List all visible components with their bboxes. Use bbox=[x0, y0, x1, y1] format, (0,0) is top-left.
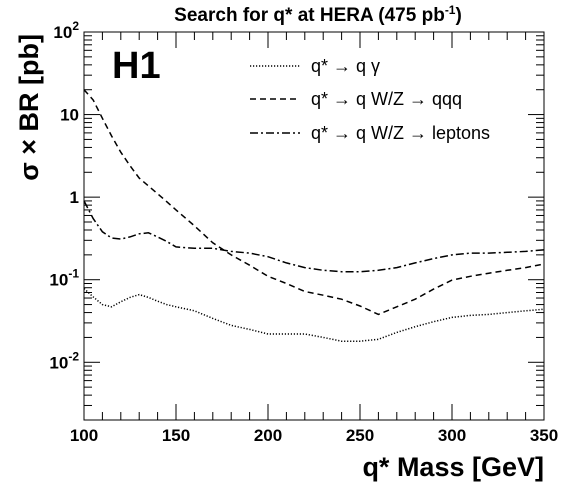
legend: q* → q γ q* → q W/Z → qqq q* → q W/Z → lep… bbox=[250, 56, 490, 143]
x-tick-label: 200 bbox=[254, 426, 282, 445]
h1-badge: H1 bbox=[112, 45, 161, 87]
x-axis: 100 150 200 250 300 350 bbox=[70, 32, 558, 445]
series-line-2 bbox=[83, 89, 545, 316]
y-tick-label-base: 10 bbox=[49, 271, 68, 290]
legend-entry-label: q* → q W/Z → leptons bbox=[311, 123, 490, 143]
y-tick-label-exponent: 2 bbox=[72, 19, 79, 33]
chart-title-tail: ) bbox=[455, 5, 461, 26]
y-tick-label: 1 bbox=[70, 188, 79, 207]
legend-entry-label: q* → q γ bbox=[311, 56, 380, 76]
x-axis-label: q* Mass [GeV] bbox=[362, 452, 544, 482]
x-tick-label: 150 bbox=[162, 426, 190, 445]
chart-title-superscript: -1 bbox=[445, 3, 456, 17]
chart-title-main: Search for q* at HERA (475 pb bbox=[174, 5, 445, 26]
x-tick-label: 250 bbox=[346, 426, 374, 445]
y-tick-label-base: 10 bbox=[49, 353, 68, 372]
y-tick-label-exponent: -2 bbox=[68, 349, 79, 363]
series-line-3 bbox=[83, 200, 545, 273]
y-tick-label: 10-2 bbox=[49, 349, 79, 372]
y-tick-label-base: 10 bbox=[60, 106, 79, 125]
y-tick-label-exponent: -1 bbox=[68, 267, 79, 281]
x-tick-label: 100 bbox=[70, 426, 98, 445]
x-tick-label: 350 bbox=[530, 426, 558, 445]
y-tick-label: 10-1 bbox=[49, 267, 79, 290]
chart-title: Search for q* at HERA (475 pb-1) bbox=[174, 3, 462, 26]
legend-entry-label: q* → q W/Z → qqq bbox=[311, 89, 462, 109]
y-tick-label: 102 bbox=[53, 19, 79, 42]
y-tick-label-base: 10 bbox=[53, 23, 72, 42]
y-axis-label: σ × BR [pb] bbox=[14, 34, 44, 181]
series-layer bbox=[83, 89, 545, 342]
y-tick-label-base: 1 bbox=[70, 188, 79, 207]
series-line-1 bbox=[83, 288, 545, 342]
y-tick-label: 10 bbox=[60, 106, 79, 125]
plot-frame bbox=[83, 31, 545, 421]
x-tick-label: 300 bbox=[438, 426, 466, 445]
